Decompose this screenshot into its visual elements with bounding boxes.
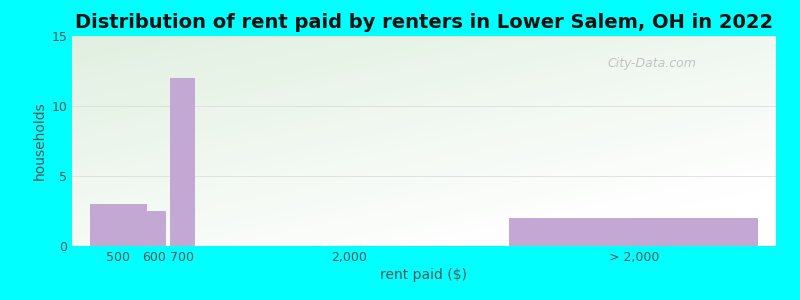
X-axis label: rent paid ($): rent paid ($) — [381, 268, 467, 282]
Bar — [142, 211, 166, 246]
Y-axis label: households: households — [33, 102, 47, 180]
Bar — [90, 204, 146, 246]
Bar — [170, 78, 194, 246]
Bar — [510, 218, 758, 246]
Text: City-Data.com: City-Data.com — [607, 57, 696, 70]
Title: Distribution of rent paid by renters in Lower Salem, OH in 2022: Distribution of rent paid by renters in … — [75, 13, 773, 32]
